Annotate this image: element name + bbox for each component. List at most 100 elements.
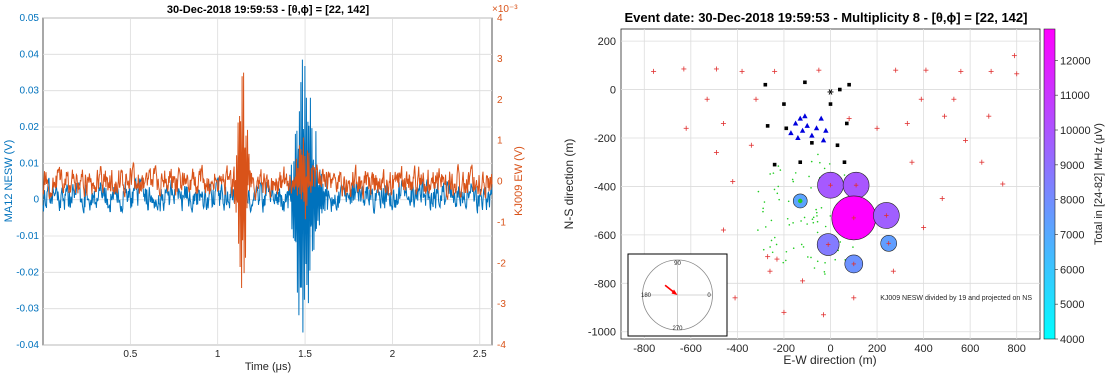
green-antenna-dot bbox=[776, 192, 779, 195]
detection-center-plus bbox=[884, 213, 889, 218]
colorbar-tick-label: 11000 bbox=[1060, 90, 1090, 102]
red-plus-antenna bbox=[874, 125, 880, 131]
waveform-left-y-tick-label: -0.01 bbox=[16, 231, 39, 242]
blue-triangle-antenna bbox=[813, 125, 820, 131]
blue-triangle-antenna bbox=[809, 132, 815, 138]
black-square-antenna bbox=[842, 160, 847, 165]
green-antenna-dot bbox=[778, 198, 780, 201]
waveform-left-y-tick-label: 0.05 bbox=[20, 13, 40, 24]
red-plus-antenna bbox=[923, 67, 929, 73]
blue-triangle-antenna bbox=[795, 134, 801, 140]
waveform-right-y-tick-label: 1 bbox=[497, 136, 503, 147]
colorbar-tick-label: 10000 bbox=[1060, 125, 1091, 137]
red-plus-antenna bbox=[942, 113, 948, 119]
blue-triangle-antenna bbox=[797, 115, 803, 121]
detection-center-plus bbox=[825, 242, 831, 247]
green-antenna-dot bbox=[816, 260, 819, 263]
green-antenna-dot bbox=[757, 190, 760, 193]
array-map-x-axis-label: E-W direction (m) bbox=[783, 353, 876, 367]
green-antenna-dot bbox=[808, 175, 810, 178]
green-antenna-dot bbox=[810, 160, 813, 163]
waveform-x-tick-label: 2 bbox=[390, 349, 396, 360]
green-antenna-dot bbox=[816, 215, 818, 217]
green-antenna-dot bbox=[763, 201, 766, 203]
red-plus-antenna bbox=[720, 227, 726, 233]
green-antenna-dot bbox=[771, 251, 774, 254]
waveform-right-y-tick-label: -1 bbox=[497, 217, 506, 228]
red-plus-antenna bbox=[918, 96, 924, 102]
array-map-title: Event date: 30-Dec-2018 19:59:53 - Multi… bbox=[625, 10, 1028, 25]
direction-arrow-head bbox=[671, 289, 678, 295]
blue-triangle-antenna bbox=[820, 137, 827, 143]
colorbar-tick-label: 4000 bbox=[1060, 334, 1084, 346]
green-antenna-dot bbox=[785, 259, 787, 262]
red-plus-antenna bbox=[846, 116, 852, 122]
map-y-tick-label: 200 bbox=[598, 36, 616, 48]
green-antenna-dot bbox=[791, 178, 794, 181]
green-antenna-dot bbox=[823, 271, 826, 273]
map-y-tick-label: -800 bbox=[594, 278, 616, 290]
colorbar-tick-label: 6000 bbox=[1060, 264, 1084, 276]
black-square-antenna bbox=[765, 124, 770, 128]
map-x-tick-label: -800 bbox=[633, 343, 655, 355]
red-plus-antenna bbox=[681, 66, 687, 72]
green-antenna-dot bbox=[828, 163, 831, 165]
polar-label-0: 0 bbox=[707, 293, 711, 299]
black-square-antenna bbox=[798, 160, 803, 165]
green-antenna-dot bbox=[792, 247, 795, 249]
green-antenna-dot bbox=[843, 174, 846, 176]
waveform-title: 30-Dec-2018 19:59:53 - [θ,ϕ] = [22, 142] bbox=[167, 4, 370, 16]
green-antenna-dot bbox=[800, 243, 803, 246]
waveform-left-y-tick-label: 0 bbox=[33, 195, 39, 206]
waveform-right-y-tick-label: 2 bbox=[497, 95, 503, 106]
colorbar-tick-label: 12000 bbox=[1060, 55, 1091, 67]
map-y-tick-label: -200 bbox=[594, 133, 616, 145]
green-antenna-dot bbox=[816, 231, 819, 234]
black-square-antenna bbox=[838, 87, 842, 92]
red-plus-antenna bbox=[765, 254, 771, 260]
green-antenna-dot bbox=[772, 172, 775, 174]
red-plus-antenna bbox=[730, 179, 736, 185]
red-plus-antenna bbox=[1011, 53, 1017, 59]
red-plus-antenna bbox=[732, 295, 738, 301]
green-antenna-dot bbox=[762, 207, 764, 210]
map-y-tick-label: -400 bbox=[594, 181, 616, 193]
green-antenna-dot bbox=[839, 241, 842, 243]
green-antenna-dot bbox=[819, 161, 821, 164]
map-x-tick-label: 600 bbox=[961, 343, 979, 355]
array-map-chart: -800 -600 -400 -200 0 200 400 600 800 -1000 -800 -6… bbox=[562, 10, 1105, 367]
green-antenna-dot bbox=[816, 220, 819, 223]
colorbar-tick-label: 7000 bbox=[1060, 230, 1084, 242]
black-star-marker bbox=[827, 89, 834, 95]
green-antenna-dot bbox=[815, 211, 818, 214]
green-antenna-dot bbox=[769, 246, 771, 248]
green-antenna-dot bbox=[813, 267, 816, 269]
green-antenna-dot bbox=[775, 243, 778, 246]
green-antenna-dot bbox=[817, 153, 819, 156]
black-square-antenna bbox=[844, 121, 849, 126]
green-antenna-dot bbox=[769, 173, 771, 175]
red-plus-antenna bbox=[979, 159, 985, 165]
detection-center-plus bbox=[851, 261, 856, 267]
green-antenna-dot bbox=[798, 198, 803, 204]
red-plus-antenna bbox=[986, 113, 992, 119]
waveform-left-y-tick-label: 0.03 bbox=[20, 86, 40, 97]
green-antenna-dot bbox=[785, 250, 788, 253]
red-plus-antenna bbox=[753, 96, 759, 102]
red-plus-antenna bbox=[713, 150, 719, 156]
green-antenna-dot bbox=[762, 248, 765, 251]
black-square-antenna bbox=[784, 126, 789, 131]
red-plus-antenna bbox=[774, 256, 780, 262]
colorbar bbox=[1043, 28, 1056, 340]
waveform-right-y-tick-label: 0 bbox=[497, 177, 503, 188]
array-map-y-axis-label: N-S direction (m) bbox=[562, 139, 576, 230]
black-square-antenna bbox=[847, 82, 851, 87]
red-plus-antenna bbox=[988, 68, 994, 74]
green-antenna-dot bbox=[770, 239, 773, 242]
green-antenna-dot bbox=[757, 229, 759, 231]
red-plus-antenna bbox=[1000, 181, 1006, 187]
black-square-antenna bbox=[810, 141, 814, 145]
red-plus-antenna bbox=[890, 268, 896, 274]
green-antenna-dot bbox=[803, 216, 806, 219]
blue-triangle-antenna bbox=[823, 127, 829, 133]
